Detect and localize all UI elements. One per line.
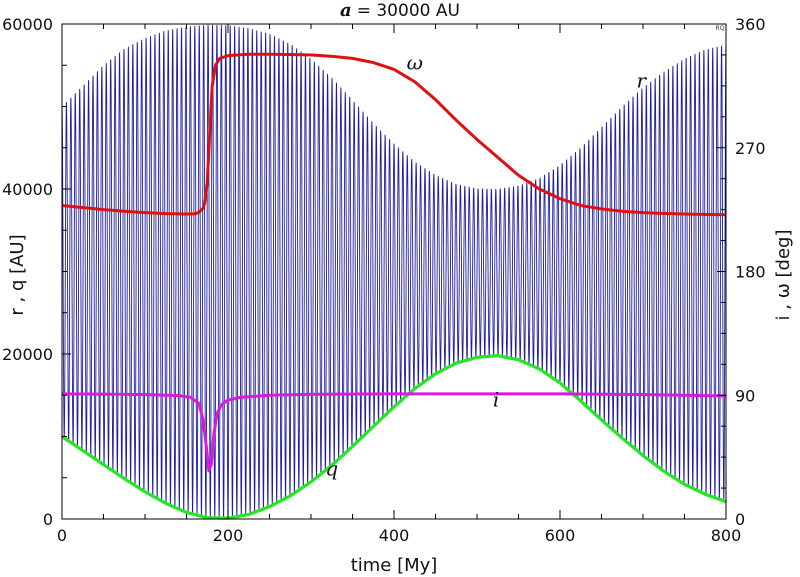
annotation-q: q	[325, 456, 338, 480]
x-tick-label: 200	[213, 526, 244, 545]
chart-title: a = 30000 AU	[340, 0, 460, 21]
chart-title-variable: a	[340, 0, 352, 21]
curves	[61, 52, 727, 520]
i-series-line	[61, 392, 727, 473]
y-left-tick-label: 60000	[2, 15, 53, 34]
y-axis-left-label: r , q [AU]	[7, 234, 28, 315]
chart-title-value: = 30000 AU	[357, 1, 460, 21]
annotation-r: r	[637, 69, 648, 93]
y-right-tick-label: 0	[735, 510, 745, 529]
y-axis-right-label: i , ω [deg]	[773, 230, 794, 321]
plot-frame	[61, 23, 727, 520]
y-left-tick-label: 20000	[2, 345, 53, 364]
y-right-tick-label: 360	[735, 15, 766, 34]
mark-id: RQ	[716, 25, 725, 32]
y-right-tick-label: 270	[735, 139, 766, 158]
q-series-line	[61, 354, 727, 520]
annotation-omega: ω	[407, 50, 423, 74]
x-tick-label: 0	[57, 526, 67, 545]
y-right-tick-label: 90	[735, 386, 755, 405]
omega-series-line	[61, 52, 727, 217]
x-tick-label: 800	[711, 526, 742, 545]
y-right-tick-label: 180	[735, 263, 766, 282]
y-left-tick-label: 0	[43, 510, 53, 529]
x-axis-label: time [My]	[351, 555, 438, 576]
r-series-line	[61, 24, 727, 519]
r-series	[61, 24, 727, 519]
y-left-tick-label: 40000	[2, 180, 53, 199]
tick-labels: 0 200 400 600 800020000400006000009018027036…	[2, 15, 765, 545]
x-tick-label: 400	[379, 526, 410, 545]
annotation-i: i	[493, 387, 499, 411]
curve-annotations: ω r i q	[325, 50, 647, 480]
x-tick-label: 600	[545, 526, 576, 545]
axes-ticks	[61, 23, 727, 520]
